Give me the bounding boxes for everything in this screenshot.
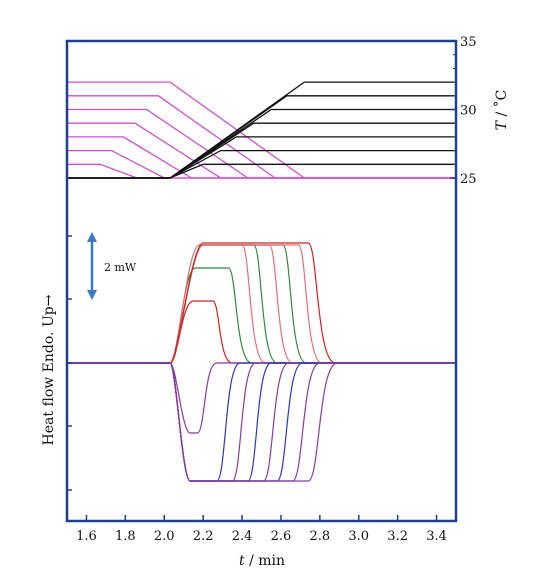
heating-curve: [67, 163, 456, 179]
x-axis-title: t / min: [239, 553, 285, 569]
x-tick-label: 2.0: [154, 529, 175, 544]
x-tick-label: 1.8: [115, 529, 136, 544]
exotherm-curve: [67, 362, 456, 482]
right-y-ticks: 25 30 35: [450, 35, 477, 187]
x-tick-label: 3.0: [348, 529, 369, 544]
exotherm-curve: [67, 362, 456, 482]
x-tick-label: 2.8: [310, 529, 331, 544]
x-ticks: 1.6 1.8 2.0 2.2 2.4 2.6 2.8 3.0 3.2 3.4: [76, 515, 447, 544]
x-tick-label: 2.4: [232, 529, 253, 544]
left-y-axis-title: Heat flow Endo. Up→: [41, 294, 57, 445]
scale-arrow: [87, 232, 97, 300]
heating-curve: [67, 81, 456, 179]
left-y-ticks: [67, 235, 72, 491]
exotherm-curve: [67, 362, 456, 482]
x-tick-label: 3.2: [387, 529, 408, 544]
cooling-curve: [67, 81, 456, 179]
scale-arrow-head-up: [87, 232, 97, 242]
endotherm-curve: [67, 242, 456, 364]
exotherm-curve: [67, 362, 456, 434]
exotherm-curve: [67, 362, 456, 482]
right-y-tick-label: 25: [460, 172, 477, 187]
exotherm-curve: [67, 362, 456, 482]
right-y-tick-label: 30: [460, 104, 477, 119]
x-tick-label: 2.6: [271, 529, 292, 544]
endotherm-curve: [67, 300, 456, 364]
exotherm-curve: [67, 362, 456, 482]
right-y-tick-label: 35: [460, 35, 477, 50]
endotherm-curve: [67, 267, 456, 364]
plot-frame: [65, 39, 458, 523]
exotherm-curve: [67, 362, 456, 482]
scale-annotation: 2 mW: [104, 261, 137, 274]
x-tick-label: 1.6: [76, 529, 97, 544]
right-y-axis-title: T / ˚C: [493, 90, 510, 131]
curves-layer: [67, 81, 456, 482]
scale-arrow-head-down: [87, 290, 97, 300]
cooling-curve: [67, 163, 456, 179]
x-tick-label: 2.2: [193, 529, 214, 544]
x-tick-label: 3.4: [426, 529, 447, 544]
